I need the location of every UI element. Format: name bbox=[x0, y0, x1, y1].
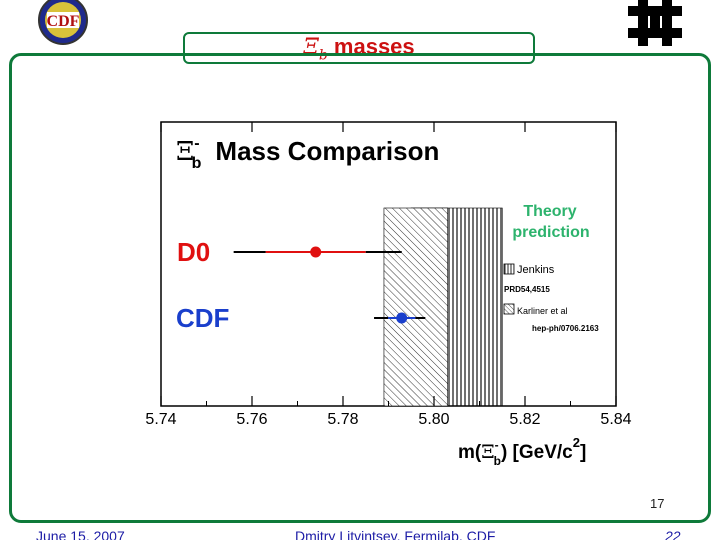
chart-title-superscript: - bbox=[194, 135, 199, 152]
content-frame bbox=[9, 53, 711, 523]
footer: June 15, 2007 Dmitry Litvintsev, Fermila… bbox=[0, 526, 720, 540]
x-tick-label: 5.76 bbox=[236, 411, 267, 428]
chart-title-subscript: b bbox=[192, 155, 202, 172]
x-tick-label: 5.74 bbox=[145, 411, 176, 428]
theory-title-line2: prediction bbox=[512, 224, 589, 241]
slide-title-box bbox=[183, 32, 535, 64]
legend-ref-karliner: hep-ph/0706.2163 bbox=[532, 324, 599, 333]
footer-author: Dmitry Litvintsev, Fermilab, CDF bbox=[295, 528, 496, 540]
x-axis-label-suffix: ) [GeV/c bbox=[501, 442, 573, 463]
x-axis-label-prefix: m( bbox=[458, 442, 482, 463]
x-axis-label-unit-sup: 2 bbox=[573, 435, 580, 450]
theory-band-karliner bbox=[383, 207, 448, 407]
x-axis-label-symbol: Ξ bbox=[481, 441, 494, 463]
x-axis-ticks: 5.74 5.76 5.78 5.80 5.82 5.84 bbox=[145, 122, 632, 428]
series-label-cdf: CDF bbox=[176, 303, 229, 333]
footer-date: June 15, 2007 bbox=[36, 528, 125, 540]
x-axis-label: m(Ξ- b) [GeV/c2] bbox=[458, 435, 586, 468]
chart-title: Ξ- b Mass Comparison bbox=[176, 135, 439, 172]
chart-title-symbol: Ξ bbox=[176, 137, 194, 167]
series-label-d0: D0 bbox=[177, 237, 210, 267]
data-points bbox=[233, 246, 426, 324]
chart-title-text: Mass Comparison bbox=[215, 136, 439, 166]
x-axis-label-end: ] bbox=[580, 442, 586, 463]
slide-page-number: 17 bbox=[650, 496, 665, 511]
x-axis-label-sup: - bbox=[495, 438, 499, 452]
footer-page-number: 22 bbox=[665, 528, 681, 540]
cdf-logo: CDF bbox=[38, 0, 88, 45]
legend-label-karliner: Karliner et al bbox=[517, 306, 568, 316]
legend-swatch-jenkins bbox=[503, 263, 515, 275]
x-tick-label: 5.82 bbox=[509, 411, 540, 428]
legend-swatch-karliner bbox=[503, 303, 515, 315]
x-tick-label: 5.84 bbox=[600, 411, 631, 428]
theory-title-line1: Theory bbox=[523, 203, 576, 220]
cdf-logo-text: CDF bbox=[47, 13, 80, 30]
fermilab-logo bbox=[628, 0, 682, 46]
x-axis-label-sub: b bbox=[494, 454, 501, 468]
x-tick-label: 5.78 bbox=[327, 411, 358, 428]
legend-ref-jenkins: PRD54,4515 bbox=[504, 285, 550, 294]
theory-bands bbox=[383, 207, 503, 407]
legend-label-jenkins: Jenkins bbox=[517, 264, 555, 276]
x-tick-label: 5.80 bbox=[418, 411, 449, 428]
data-point-cdf bbox=[396, 312, 408, 324]
data-point-d0 bbox=[310, 246, 322, 258]
